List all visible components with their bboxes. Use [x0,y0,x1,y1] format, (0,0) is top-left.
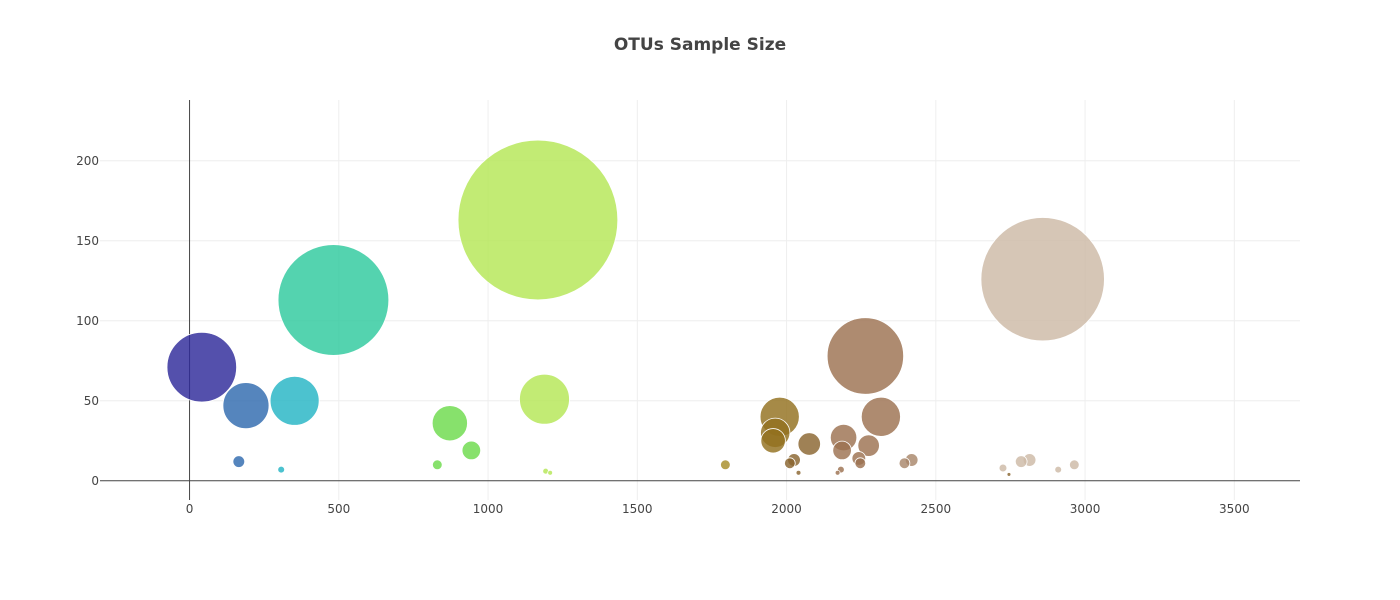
y-tick-label: 150 [76,234,99,248]
bubble-point[interactable] [432,459,443,471]
x-tick-label: 0 [186,502,194,516]
bubble-point[interactable] [980,217,1105,342]
bubble-point[interactable] [760,428,786,454]
x-tick-label: 500 [327,502,350,516]
bubble-series [166,139,1105,477]
bubble-point[interactable] [1069,459,1080,471]
bubble-point[interactable] [269,375,320,426]
bubble-point[interactable] [1054,465,1063,474]
bubble-point[interactable] [860,396,901,437]
bubble-point[interactable] [519,373,570,425]
bubble-point[interactable] [461,440,482,461]
bubble-point[interactable] [720,459,731,471]
bubble-point[interactable] [826,317,904,395]
tick-labels: 0 500 1000 1500 2000 2500 3000 3500 0 50 100 150 200 [76,154,1250,516]
bubble-point[interactable] [998,463,1008,473]
axes [100,100,1300,500]
bubble-point[interactable] [431,405,468,442]
x-tick-label: 3500 [1219,502,1250,516]
bubble-point[interactable] [834,469,841,476]
bubble-point[interactable] [1014,455,1028,468]
bubble-point[interactable] [784,457,796,469]
bubble-point[interactable] [1006,472,1012,477]
bubble-point[interactable] [854,457,867,469]
y-tick-label: 200 [76,154,99,168]
bubble-point[interactable] [547,469,553,476]
x-tick-label: 3000 [1070,502,1101,516]
bubble-point[interactable] [166,332,237,403]
bubble-point[interactable] [795,469,802,476]
bubble-point[interactable] [222,382,270,430]
x-tick-label: 1000 [473,502,504,516]
y-tick-label: 100 [76,314,99,328]
y-tick-label: 0 [91,474,99,488]
chart-title: OTUs Sample Size [614,35,786,55]
bubble-point[interactable] [277,244,390,356]
x-tick-label: 2000 [771,502,802,516]
x-tick-label: 1500 [622,502,653,516]
bubble-point[interactable] [277,465,286,474]
bubble-point[interactable] [898,457,911,469]
y-tick-label: 50 [84,394,99,408]
bubble-point[interactable] [457,139,619,301]
x-tick-label: 2500 [921,502,952,516]
bubble-point[interactable] [832,440,852,461]
bubble-point[interactable] [232,455,246,468]
bubble-point[interactable] [857,434,880,457]
bubble-point[interactable] [797,432,821,456]
